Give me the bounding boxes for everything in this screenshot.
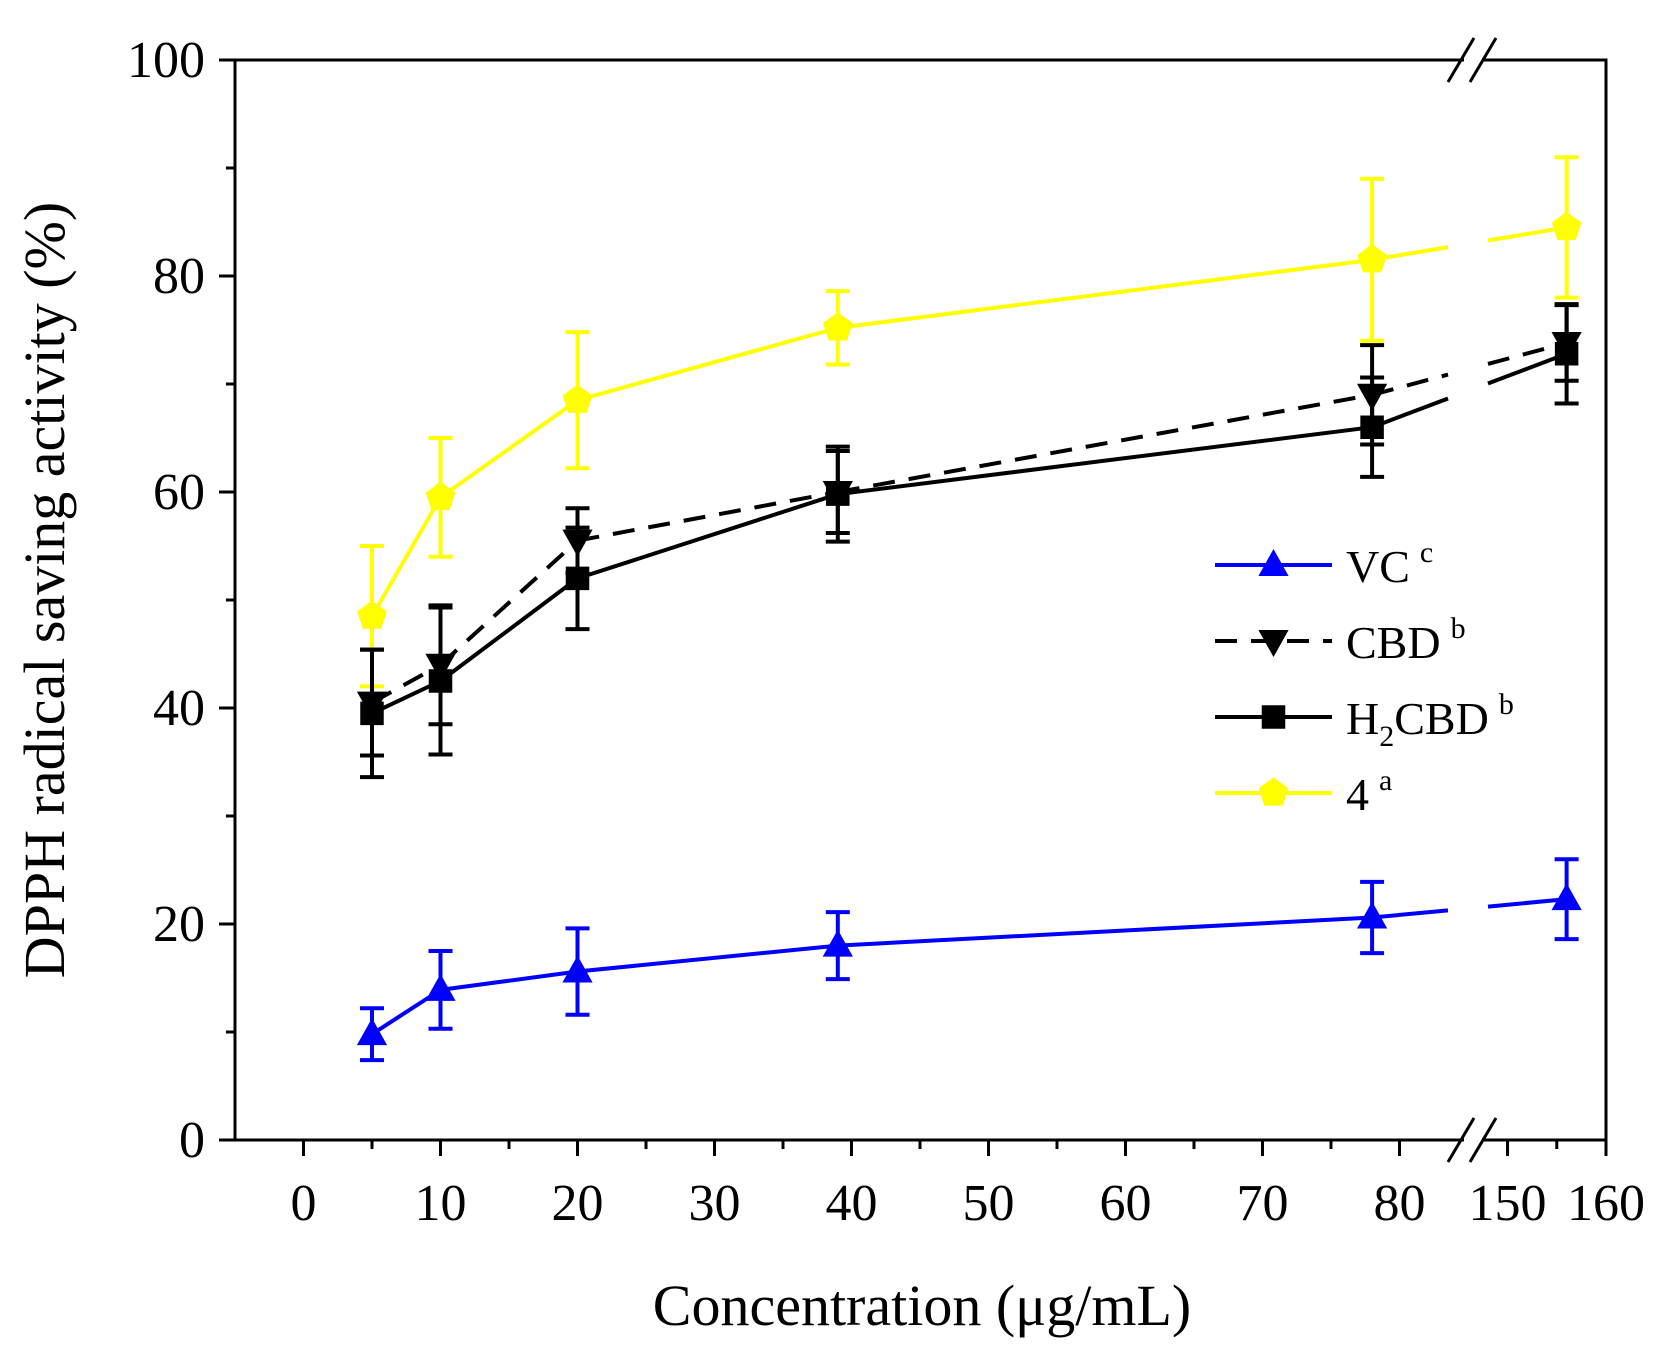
data-point-pentagon xyxy=(822,312,853,341)
legend-item-VC: VC c xyxy=(1215,536,1433,592)
x-tick-label: 160 xyxy=(1567,1175,1645,1232)
series-VC xyxy=(356,857,1582,1063)
series-line-segment xyxy=(577,943,838,974)
series-4 xyxy=(357,155,1582,689)
series-line-segment xyxy=(1371,396,1449,430)
x-tick-label: 40 xyxy=(826,1175,878,1232)
series-line-segment xyxy=(1371,908,1449,920)
series-line-segment xyxy=(1487,225,1567,243)
series-line-segment xyxy=(439,398,579,500)
series-H2CBD xyxy=(360,302,1579,780)
data-point-square xyxy=(565,566,590,591)
legend-marker xyxy=(1258,630,1289,658)
data-point-square xyxy=(360,701,384,726)
legend-marker xyxy=(1258,777,1289,806)
data-point-triangle-up xyxy=(1551,883,1582,911)
series-line-segment xyxy=(1371,372,1449,397)
data-point-triangle-up xyxy=(1356,901,1388,929)
series-line-segment xyxy=(440,969,578,992)
y-tick-label: 40 xyxy=(153,680,205,737)
axis-break-slash xyxy=(1446,37,1476,83)
axes: 0 20 40 60 80 100 0 10 20 30 40 50 60 70 80 150 160 xyxy=(127,32,1645,1232)
data-point-triangle-up xyxy=(356,1018,388,1046)
series-line-segment xyxy=(1487,341,1568,366)
x-tick-label: 60 xyxy=(1100,1175,1152,1232)
y-tick-label: 60 xyxy=(153,464,205,521)
series-line-segment xyxy=(837,257,1373,330)
series-line-segment xyxy=(1487,897,1567,909)
series-CBD xyxy=(356,303,1582,758)
data-point-pentagon xyxy=(357,600,387,629)
x-tick-label: 150 xyxy=(1469,1175,1547,1232)
data-point-triangle-up xyxy=(822,929,853,957)
x-tick-label: 80 xyxy=(1374,1175,1426,1232)
x-tick-label: 20 xyxy=(552,1175,604,1232)
data-point-square xyxy=(1554,342,1579,366)
series-line-segment xyxy=(837,425,1373,497)
axis-break-gap xyxy=(1464,1130,1482,1150)
series-line-segment xyxy=(577,490,839,543)
x-tick-label: 50 xyxy=(963,1175,1015,1232)
axis-break-slash xyxy=(1468,1117,1498,1163)
axis-break-gap xyxy=(1464,50,1482,70)
series-line-segment xyxy=(576,325,839,403)
axis-break-bottom xyxy=(1446,1117,1498,1163)
x-axis-title: Concentration (μg/mL) xyxy=(653,1273,1191,1338)
series-line-segment xyxy=(370,496,443,618)
legend: VC c CBD b H2CBD b 4 a xyxy=(1215,536,1514,820)
series-line-segment xyxy=(439,576,579,683)
x-tick-label: 0 xyxy=(291,1175,317,1232)
data-point-pentagon xyxy=(1357,244,1387,273)
y-tick-label: 80 xyxy=(153,248,205,305)
data-point-pentagon xyxy=(425,481,456,510)
legend-item-CBD: CBD b xyxy=(1215,612,1466,668)
axis-break-slash xyxy=(1468,37,1498,83)
legend-label: CBD b xyxy=(1346,612,1466,668)
series-line-segment xyxy=(439,539,579,667)
axis-break-slash xyxy=(1446,1117,1476,1163)
x-tick-label: 70 xyxy=(1237,1175,1289,1232)
x-tick-label: 10 xyxy=(415,1175,467,1232)
data-point-pentagon xyxy=(1551,211,1582,240)
data-point-square xyxy=(826,482,850,506)
axis-break-top xyxy=(1446,37,1498,83)
data-point-square xyxy=(1360,415,1384,439)
legend-marker xyxy=(1258,548,1289,576)
y-tick-label: 0 xyxy=(179,1112,205,1169)
legend-item-H2CBD: H2CBD b xyxy=(1215,688,1514,753)
data-point-pentagon xyxy=(562,384,593,413)
series-layer xyxy=(356,155,1582,1063)
data-point-square xyxy=(428,669,453,693)
legend-label: H2CBD b xyxy=(1346,688,1514,753)
y-tick-label: 20 xyxy=(153,896,205,953)
series-line-segment xyxy=(576,492,839,581)
data-point-triangle-up xyxy=(562,955,593,983)
x-tick-label: 30 xyxy=(689,1175,741,1232)
series-line-segment xyxy=(1487,351,1568,386)
series-line-segment xyxy=(837,915,1373,948)
data-point-triangle-up xyxy=(425,973,456,1001)
y-axis-title: DPPH radical saving activity (%) xyxy=(12,202,77,978)
legend-label: VC c xyxy=(1346,536,1433,592)
y-tick-label: 100 xyxy=(127,32,205,89)
series-line-segment xyxy=(837,392,1373,494)
legend-marker xyxy=(1261,705,1286,729)
